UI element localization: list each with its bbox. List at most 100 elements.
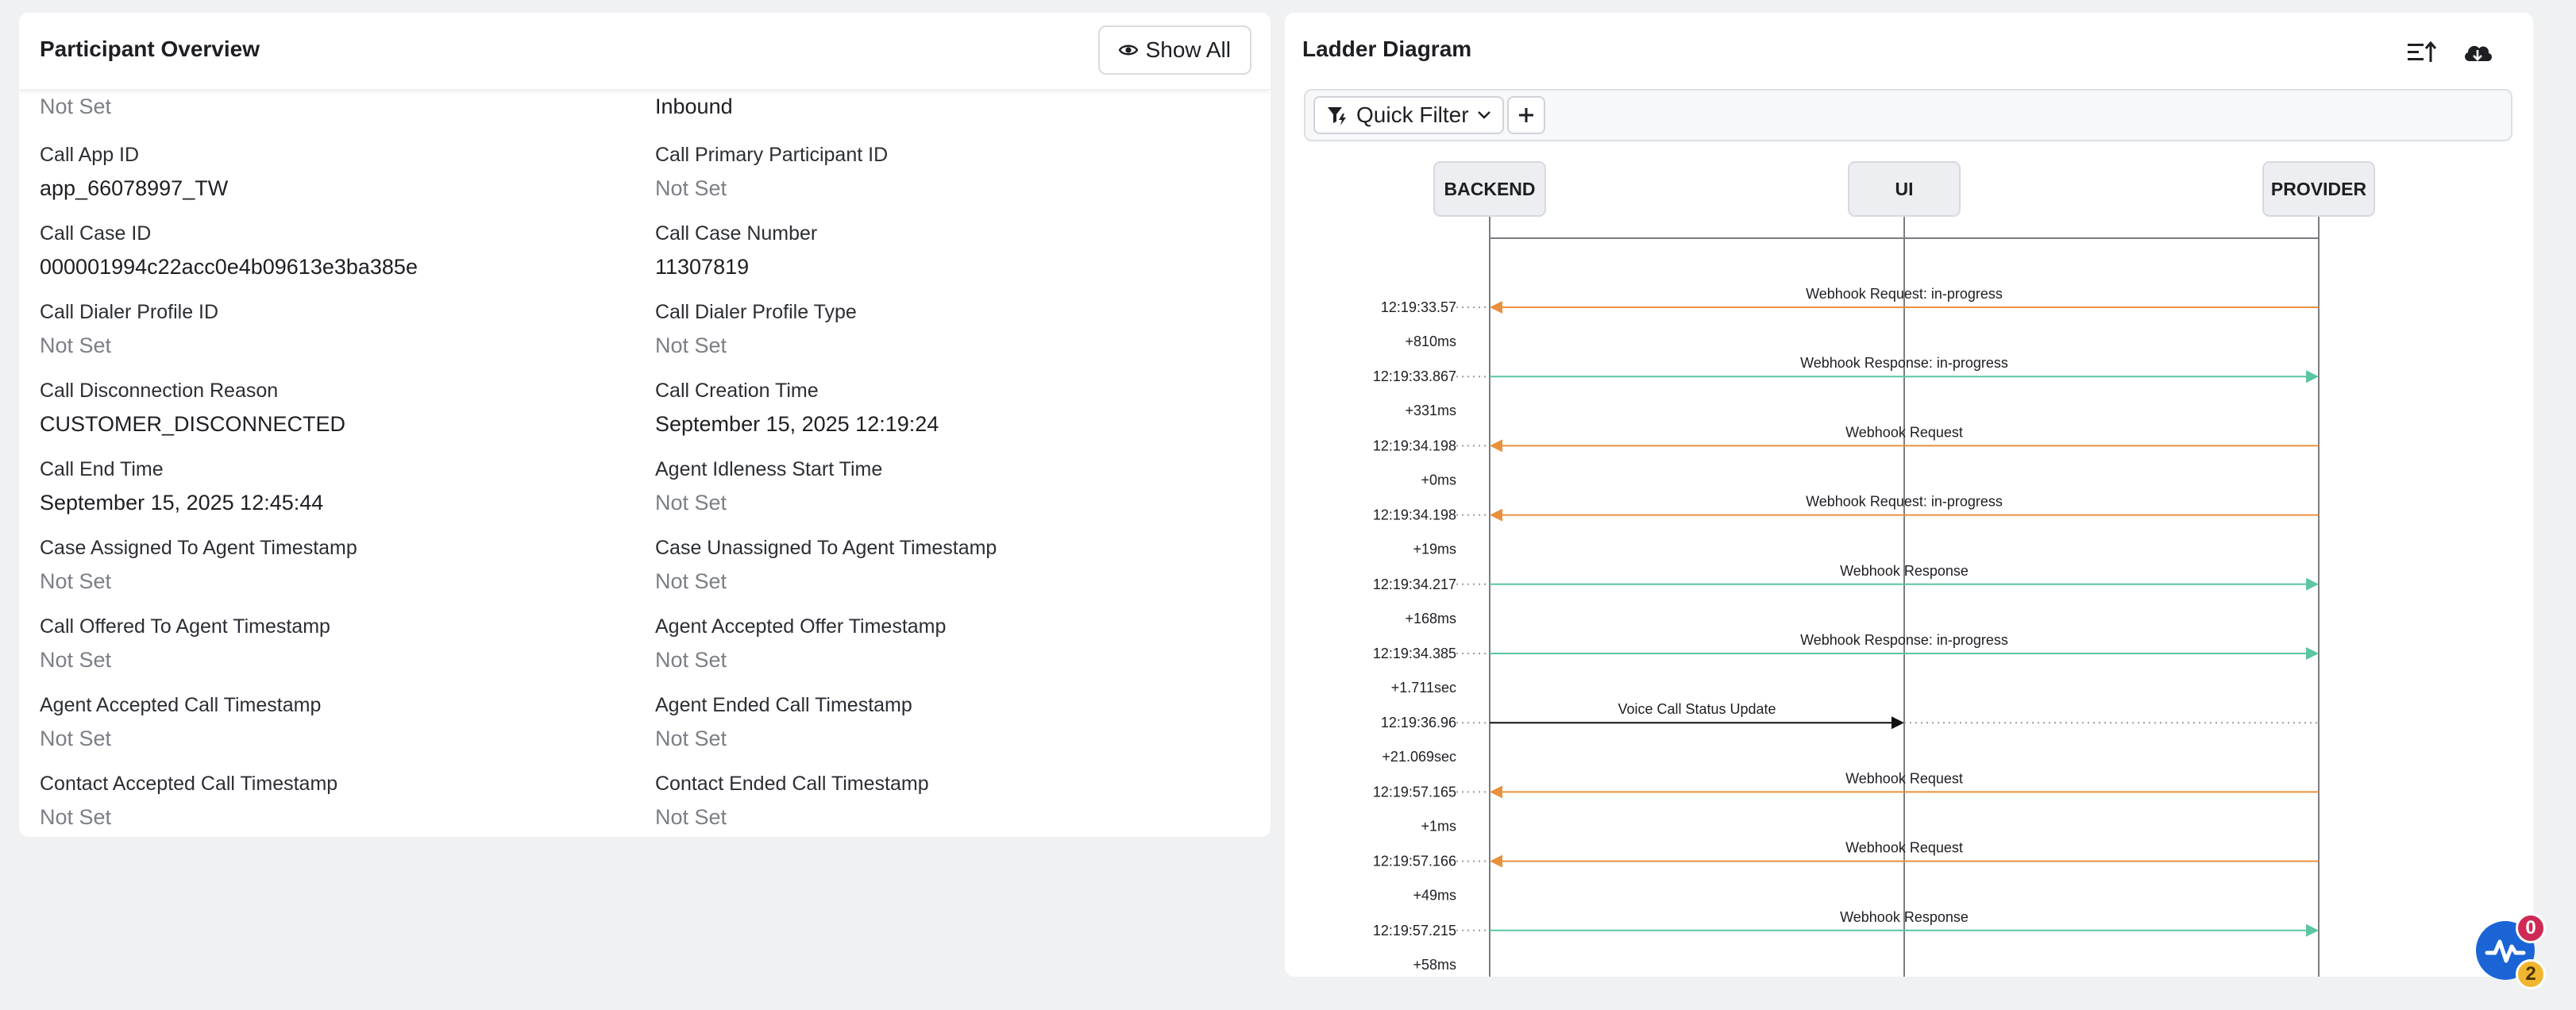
field-value: Not Set [655, 648, 727, 672]
message-arrowhead [2306, 647, 2319, 660]
quick-filter-button[interactable]: Quick Filter [1313, 96, 1504, 134]
participant-label: UI [1895, 179, 1914, 199]
participant-box [2262, 161, 2375, 217]
show-all-button[interactable]: Show All [1097, 25, 1251, 75]
message-timestamp: 12:19:34.385 [1373, 646, 1456, 661]
field-label: Call Dialer Profile ID [40, 301, 219, 323]
field-value: 000001994c22acc0e4b09613e3ba385e [40, 255, 418, 279]
participant-overview-header: Participant Overview Show All [19, 13, 1271, 89]
field-label: Contact Accepted Call Timestamp [40, 773, 338, 795]
field-label: Agent Accepted Offer Timestamp [655, 615, 947, 638]
gap-duration: +58ms [1413, 957, 1456, 973]
eye-icon [1118, 44, 1138, 56]
message-arrowhead [1892, 716, 1904, 730]
gap-duration: +331ms [1405, 403, 1456, 418]
field-value: Not Set [40, 333, 112, 357]
field-value: Not Set [40, 648, 112, 672]
activity-pulse-icon [2485, 939, 2526, 963]
message-timestamp: 12:19:57.165 [1373, 784, 1456, 800]
field-value: app_66078997_TW [40, 176, 229, 200]
gap-duration: +168ms [1405, 611, 1456, 626]
filter-bar: Quick Filter [1304, 89, 2512, 141]
message-label: Webhook Request: in-progress [1806, 286, 2003, 302]
field-value: CUSTOMER_DISCONNECTED [40, 412, 346, 436]
filter-bolt-icon [1328, 107, 1346, 125]
field-label: Agent Idleness Start Time [655, 458, 883, 480]
message-arrowhead [2306, 370, 2319, 384]
field-label: Agent Accepted Call Timestamp [40, 694, 322, 716]
message-label: Webhook Request: in-progress [1806, 494, 2003, 510]
field-value: Not Set [655, 569, 727, 593]
field-label: Case Unassigned To Agent Timestamp [655, 537, 997, 559]
field-value: September 15, 2025 12:45:44 [40, 491, 324, 515]
add-filter-button[interactable] [1507, 96, 1545, 134]
participant-field: Call App ID app_66078997_TW [40, 143, 611, 201]
message-arrowhead [2306, 923, 2319, 937]
participant-field: Agent Idleness Start Time Not Set [655, 457, 1227, 515]
message-label: Webhook Response [1840, 909, 1969, 925]
message-arrowhead [1490, 785, 1502, 799]
chevron-down-icon [1477, 111, 1490, 119]
gap-duration: +21.069sec [1382, 749, 1456, 765]
participant-field: Contact Accepted Call Timestamp Not Set [40, 772, 611, 830]
notification-badge-red[interactable]: 0 [2516, 913, 2546, 943]
message-timestamp: 12:19:34.217 [1373, 576, 1456, 592]
gap-duration: +1.711sec [1391, 680, 1456, 696]
participant-field: Case Unassigned To Agent Timestamp Not Se… [655, 536, 1227, 594]
ladder-diagram: BACKEND UI PROVIDER Webhook Request: in-pro… [1373, 161, 2375, 977]
participant-field: Agent Ended Call Timestamp Not Set [655, 693, 1227, 751]
plus-icon [1519, 108, 1533, 122]
field-value: Not Set [655, 491, 727, 515]
participant-field: Call Case Number 11307819 [655, 222, 1227, 279]
participant-fields: Not Set Inbound Call App ID app_66078997_… [19, 89, 1271, 837]
participant-field: Call Case ID 000001994c22acc0e4b09613e3ba… [40, 222, 611, 279]
gap-duration: +49ms [1413, 888, 1456, 904]
message-arrowhead [1490, 301, 1502, 314]
participant-field: Call Dialer Profile ID Not Set [40, 300, 611, 358]
gap-duration: +1ms [1421, 818, 1456, 834]
field-label: Call Primary Participant ID [655, 144, 889, 166]
participant-overview-panel: Participant Overview Show All Not Set In… [19, 13, 1271, 837]
participant-label: PROVIDER [2271, 179, 2367, 199]
field-value: Not Set [655, 333, 727, 357]
field-value: Not Set [655, 727, 727, 750]
cloud-download-icon[interactable] [2460, 37, 2495, 68]
field-value: Not Set [40, 805, 112, 829]
message-label: Webhook Response [1840, 563, 1969, 579]
field-label: Case Assigned To Agent Timestamp [40, 537, 357, 559]
participant-field: Contact Ended Call Timestamp Not Set [655, 772, 1227, 830]
participant-field: Agent Accepted Call Timestamp Not Set [40, 693, 611, 751]
field-label: Call Creation Time [655, 380, 819, 402]
gap-duration: +810ms [1405, 333, 1456, 349]
field-label: Contact Ended Call Timestamp [655, 773, 929, 795]
participant-field: Call Creation Time September 15, 2025 12:… [655, 379, 1227, 437]
message-timestamp: 12:19:33.867 [1373, 368, 1456, 384]
gap-duration: +19ms [1413, 542, 1456, 557]
message-label: Webhook Request [1845, 424, 1963, 440]
message-label: Voice Call Status Update [1618, 701, 1776, 717]
field-label: Call Case Number [655, 222, 818, 245]
participant-field: Call Dialer Profile Type Not Set [655, 300, 1227, 358]
field-label: Agent Ended Call Timestamp [655, 694, 912, 716]
message-arrowhead [1490, 508, 1502, 522]
message-label: Webhook Response: in-progress [1800, 355, 2008, 371]
notification-badge-yellow[interactable]: 2 [2516, 959, 2546, 989]
participant-box [1848, 161, 1961, 217]
participant-field: Agent Accepted Offer Timestamp Not Set [655, 615, 1227, 673]
field-label: Call Disconnection Reason [40, 380, 279, 402]
message-timestamp: 12:19:33.57 [1381, 299, 1456, 315]
message-timestamp: 12:19:57.166 [1373, 854, 1456, 869]
field-label: Call End Time [40, 458, 164, 480]
message-timestamp: 12:19:34.198 [1373, 438, 1456, 453]
gap-duration: +0ms [1421, 472, 1456, 488]
field-label: Call Offered To Agent Timestamp [40, 615, 330, 638]
message-timestamp: 12:19:34.198 [1373, 507, 1456, 523]
sort-ascending-icon[interactable] [2404, 37, 2439, 68]
message-arrowhead [1490, 439, 1502, 453]
ladder-diagram-panel: Ladder Diagram Quick Filter BACKEND UI PRO… [1285, 13, 2533, 977]
field-label: Call App ID [40, 144, 140, 166]
participant-box [1433, 161, 1546, 217]
quick-filter-label: Quick Filter [1356, 102, 1469, 127]
panel-title: Participant Overview [40, 37, 260, 61]
message-label: Webhook Response: in-progress [1800, 632, 2008, 648]
